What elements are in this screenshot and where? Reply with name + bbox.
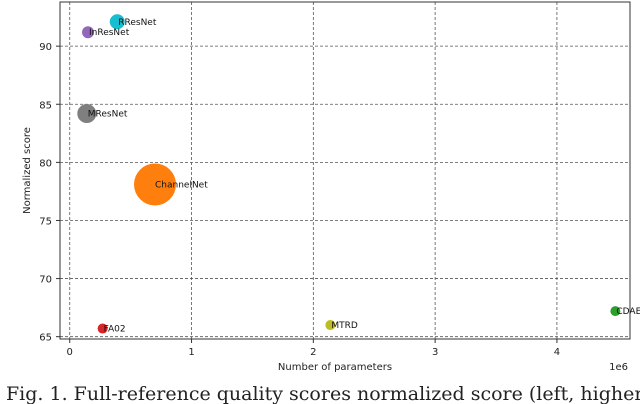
x-axis-offset-label: 1e6 [609, 362, 628, 373]
point-label: RResNet [118, 18, 157, 28]
data-point-inresnet [82, 26, 95, 39]
y-tick-label: 65 [39, 333, 52, 344]
figure-caption: Fig. 1. Full-reference quality scores no… [6, 384, 640, 404]
grid-lines [60, 2, 630, 339]
y-tick-label: 90 [39, 42, 52, 53]
point-label: CDAE [616, 307, 640, 317]
y-tick-label: 85 [39, 100, 52, 111]
scatter-chart: 0 1 2 3 4 65 70 75 80 85 90 ChannelNet MResNet RResN… [22, 1, 640, 373]
data-point-mtrd [325, 320, 336, 331]
point-label: InResNet [89, 28, 130, 38]
data-point-rresnet [109, 14, 125, 30]
x-tick-label: 3 [432, 347, 438, 358]
y-axis-label: Normalized score [22, 127, 33, 214]
axis-ticks: 0 1 2 3 4 65 70 75 80 85 90 [39, 42, 560, 358]
x-tick-label: 4 [554, 347, 560, 358]
x-tick-label: 2 [310, 347, 316, 358]
point-label: ChannelNet [155, 180, 208, 190]
x-tick-label: 0 [67, 347, 73, 358]
data-point-channelnet [134, 163, 176, 206]
y-tick-label: 80 [39, 158, 52, 169]
point-label: FA02 [104, 325, 126, 335]
point-label: MTRD [331, 321, 358, 331]
point-label: MResNet [88, 110, 128, 120]
x-axis-label: Number of parameters [278, 362, 392, 373]
plot-area-frame [59, 1, 631, 340]
y-tick-label: 75 [39, 216, 52, 227]
y-tick-label: 70 [39, 275, 52, 286]
x-tick-label: 1 [188, 347, 194, 358]
data-point-mresnet [77, 104, 97, 124]
data-point-cdae [610, 306, 621, 317]
data-point-fa02 [97, 323, 108, 334]
